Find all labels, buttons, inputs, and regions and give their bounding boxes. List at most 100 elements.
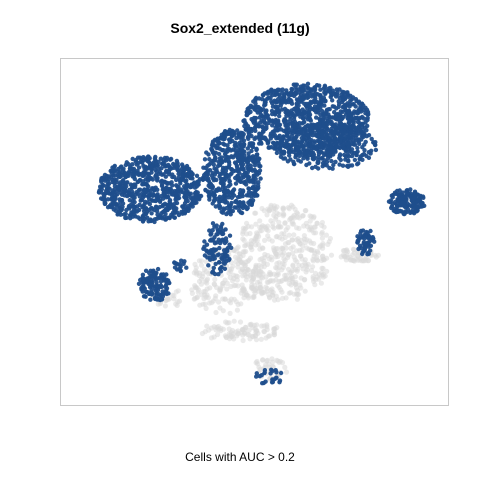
scatter-point bbox=[124, 215, 129, 220]
scatter-point bbox=[159, 183, 165, 189]
scatter-point bbox=[342, 152, 347, 158]
scatter-point bbox=[234, 333, 240, 339]
scatter-point bbox=[338, 112, 343, 118]
scatter-point bbox=[395, 204, 400, 209]
scatter-point bbox=[142, 172, 147, 177]
scatter-point bbox=[325, 121, 331, 126]
scatter-point bbox=[192, 180, 197, 185]
scatter-point bbox=[227, 310, 233, 316]
scatter-point bbox=[228, 148, 234, 153]
scatter-point bbox=[311, 99, 317, 105]
scatter-point bbox=[333, 94, 339, 99]
scatter-point bbox=[184, 172, 189, 177]
scatter-point bbox=[227, 155, 232, 160]
scatter-point bbox=[314, 115, 319, 120]
scatter-point bbox=[287, 145, 292, 150]
scatter-point bbox=[396, 198, 401, 204]
scatter-point bbox=[189, 182, 194, 188]
scatter-point bbox=[360, 157, 365, 162]
scatter-point bbox=[337, 145, 343, 151]
scatter-point bbox=[217, 187, 223, 192]
scatter-point bbox=[319, 235, 325, 241]
scatter-point bbox=[271, 225, 277, 231]
scatter-point bbox=[185, 182, 190, 187]
scatter-point bbox=[218, 159, 224, 164]
scatter-point bbox=[154, 292, 159, 298]
scatter-point bbox=[251, 288, 257, 294]
scatter-point bbox=[136, 207, 142, 213]
scatter-point bbox=[341, 90, 347, 95]
scatter-point bbox=[275, 282, 281, 288]
scatter-point bbox=[408, 187, 413, 192]
scatter-point bbox=[361, 116, 367, 121]
scatter-point bbox=[263, 362, 269, 368]
scatter-point bbox=[174, 183, 179, 188]
scatter-point bbox=[355, 149, 360, 154]
scatter-point bbox=[170, 172, 175, 177]
scatter-point bbox=[244, 112, 249, 118]
scatter-point bbox=[287, 91, 293, 97]
scatter-point bbox=[217, 245, 222, 251]
scatter-point bbox=[235, 301, 241, 308]
scatter-point bbox=[201, 246, 206, 251]
scatter-point bbox=[208, 335, 215, 341]
scatter-point bbox=[157, 204, 162, 210]
scatter-point bbox=[319, 231, 325, 237]
scatter-point bbox=[212, 276, 218, 282]
scatter-point bbox=[140, 272, 146, 277]
scatter-point bbox=[154, 270, 159, 276]
scatter-point bbox=[330, 166, 335, 171]
scatter-point bbox=[204, 276, 211, 282]
scatter-point bbox=[266, 236, 272, 242]
scatter-point bbox=[247, 336, 253, 342]
scatter-point bbox=[192, 284, 199, 290]
scatter-point bbox=[318, 144, 324, 150]
scatter-point bbox=[243, 259, 249, 265]
scatter-point bbox=[306, 86, 311, 91]
scatter-point bbox=[226, 326, 232, 332]
scatter-point bbox=[233, 273, 239, 279]
scatter-point bbox=[143, 268, 149, 273]
scatter-point bbox=[206, 263, 211, 268]
scatter-point bbox=[117, 171, 122, 176]
scatter-point bbox=[160, 161, 165, 167]
scatter-point bbox=[110, 200, 116, 206]
scatter-point bbox=[203, 258, 209, 265]
scatter-point bbox=[412, 195, 417, 201]
scatter-point bbox=[303, 124, 308, 130]
scatter-point bbox=[274, 325, 280, 331]
scatter-point bbox=[179, 162, 185, 167]
scatter-point bbox=[278, 287, 284, 293]
scatter-point bbox=[252, 136, 257, 142]
scatter-point bbox=[105, 197, 111, 202]
scatter-point bbox=[354, 109, 359, 114]
scatter-point bbox=[210, 269, 216, 274]
scatter-point bbox=[130, 174, 135, 179]
scatter-point bbox=[202, 292, 208, 298]
scatter-point bbox=[131, 166, 137, 172]
scatter-point bbox=[207, 285, 213, 291]
scatter-point bbox=[286, 240, 292, 246]
scatter-point bbox=[340, 163, 346, 168]
scatter-point bbox=[219, 264, 224, 270]
scatter-point bbox=[161, 190, 166, 196]
scatter-point bbox=[269, 367, 274, 372]
scatter-point bbox=[280, 87, 285, 92]
scatter-point bbox=[136, 187, 142, 193]
scatter-point bbox=[221, 206, 226, 211]
scatter-point bbox=[269, 118, 275, 124]
scatter-point bbox=[109, 171, 115, 176]
scatter-point bbox=[210, 183, 215, 189]
scatter-point bbox=[159, 166, 164, 171]
scatter-point bbox=[265, 228, 271, 234]
scatter-point bbox=[232, 160, 238, 165]
scatter-point bbox=[243, 204, 248, 209]
scatter-point bbox=[210, 158, 215, 164]
scatter-point bbox=[217, 174, 222, 179]
scatter-point bbox=[262, 237, 268, 243]
scatter-point bbox=[182, 194, 187, 200]
scatter-point bbox=[337, 155, 342, 161]
scatter-point bbox=[411, 202, 416, 207]
scatter-point bbox=[232, 254, 239, 260]
scatter-point bbox=[258, 112, 264, 117]
